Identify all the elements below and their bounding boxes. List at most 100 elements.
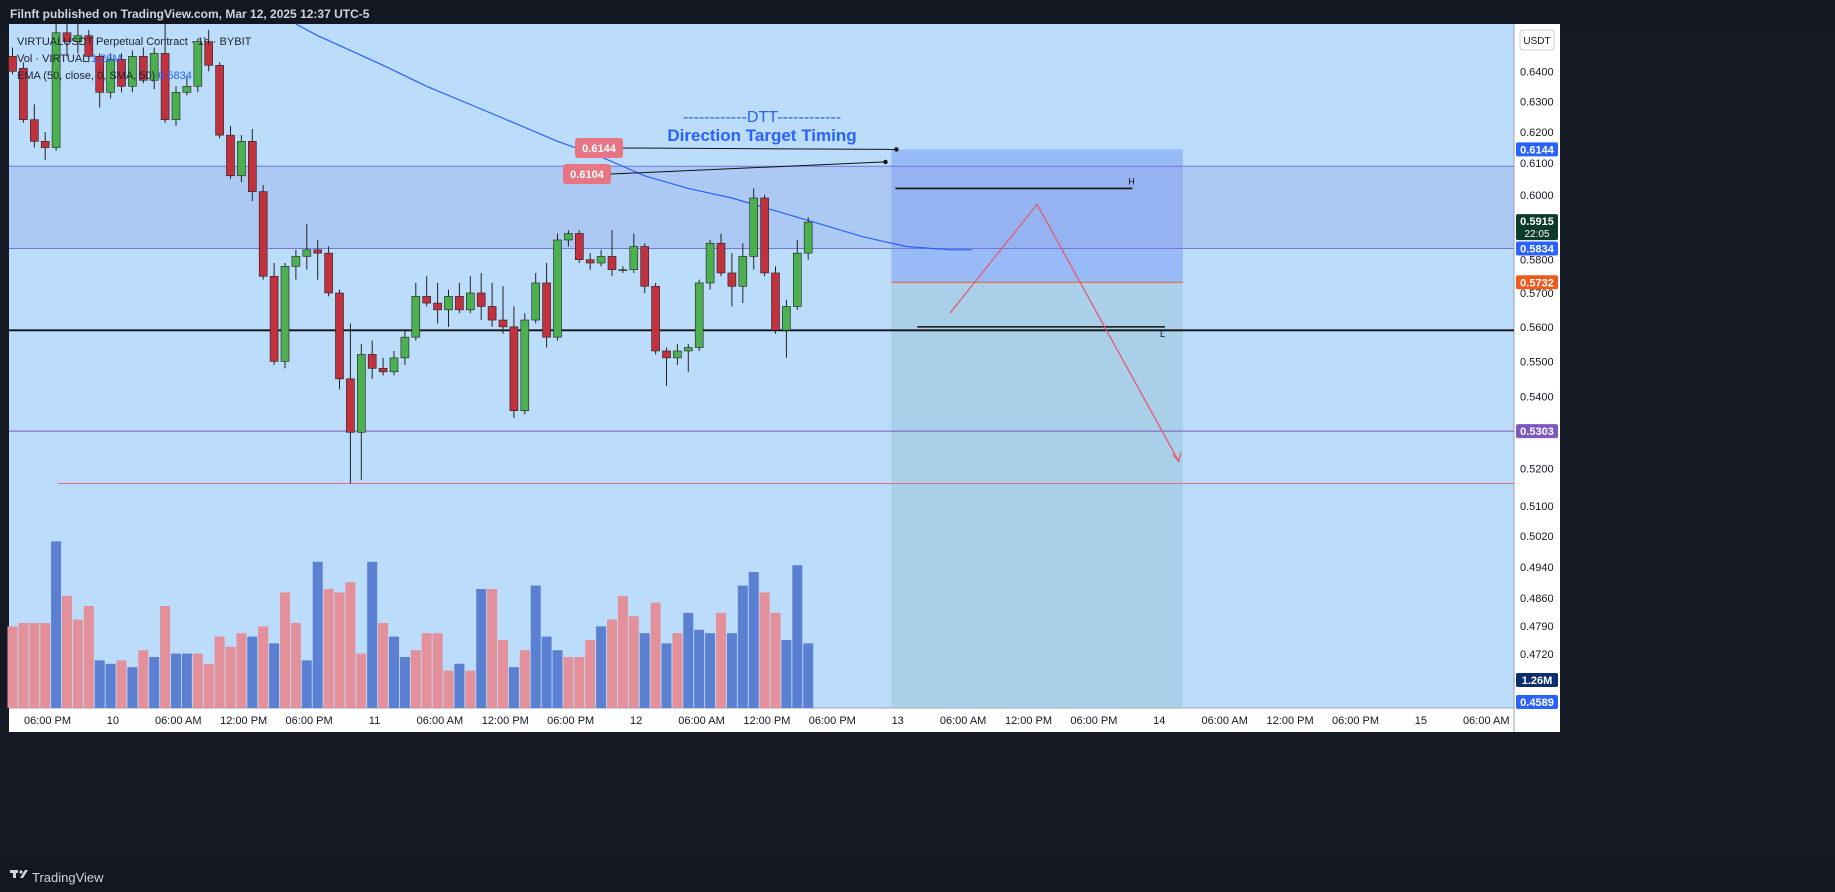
time-tick-label: 13 [892,715,904,727]
volume-bar [585,640,596,708]
price-tick-label: 0.6200 [1520,127,1554,139]
tradingview-logo-icon [10,870,28,878]
volume-bar [105,663,116,708]
candle-body [792,252,802,307]
volume-bar [323,589,334,708]
volume-bar [726,633,737,708]
price-tick-label: 0.6100 [1520,158,1554,170]
time-tick-label: 12:00 PM [482,715,529,727]
price-label: 0.5915 [1520,216,1554,228]
time-tick-label: 06:00 PM [547,715,594,727]
candle-body [705,242,715,284]
price-tick-label: 0.5600 [1520,322,1554,334]
dtt-dash-title: ------------DTT------------ [683,109,841,126]
volume-bar [748,572,759,708]
time-tick-label: 06:00 AM [678,715,724,727]
volume-bar [51,541,62,708]
volume-bar [421,633,432,708]
time-tick-label: 06:00 AM [1463,715,1509,727]
candle-body [128,56,137,87]
price-tick-label: 0.5500 [1520,356,1554,368]
price-label: 0.5303 [1520,426,1554,438]
candle-body [640,246,650,287]
time-tick-label: 06:00 AM [155,715,201,727]
volume-bar [356,653,367,708]
legend-ema-value: 0.5834 [158,70,192,82]
candle-body [139,56,148,81]
footer-bar: TradingView [0,863,1835,892]
dtt-title: Direction Target Timing [667,126,856,145]
volume-bar [541,636,552,708]
candle-body [324,252,333,294]
candle-body [738,256,748,287]
volume-bar [639,633,650,708]
price-tick-label: 0.5020 [1520,531,1554,543]
volume-bar [498,640,508,708]
volume-bar [334,592,345,708]
time-tick-label: 11 [369,715,380,727]
volume-bar [443,670,454,708]
price-label-box [1516,214,1558,241]
volume-bar [705,633,716,708]
price-label: 0.5834 [1520,244,1555,256]
price-tick-label: 0.6400 [1520,66,1554,78]
price-tick-label: 0.6300 [1520,96,1554,108]
candle-body [280,266,290,362]
candle-body [291,256,301,267]
volume-bar [72,619,83,708]
time-tick-label: 06:00 PM [1070,715,1117,727]
price-tick-label: 0.6000 [1520,190,1554,202]
time-tick-label: 06:00 AM [417,715,463,727]
volume-bar [345,582,356,708]
volume-bar [116,660,127,708]
volume-bar [628,616,639,708]
candle-body [509,326,519,412]
volume-bar [596,626,607,708]
candle-body [215,64,224,136]
price-tick-label: 0.4860 [1520,593,1554,605]
volume-bar [367,561,378,708]
candle-body [487,306,497,321]
volume-bar [7,626,18,708]
volume-bar [83,606,94,708]
volume-bar [607,619,617,708]
callout-leader [622,147,897,150]
candle-body [204,41,213,66]
time-tick-label: 10 [107,715,119,727]
volume-bar [530,585,541,708]
candle-body [378,368,388,373]
time-tick-label: 12:00 PM [743,715,790,727]
time-tick-label: 06:00 AM [940,715,986,727]
candle-body [95,56,104,93]
callout-dot [894,147,899,152]
price-tick-label: 0.5800 [1520,255,1554,267]
target-zone-lower [891,282,1183,708]
candle-body [248,141,257,192]
candle-body [40,141,50,148]
candle-body [498,319,508,328]
price-tick-label: 0.5400 [1520,391,1554,403]
volume-bar [301,660,312,708]
volume-bar [269,643,280,708]
volume-bar [454,663,465,708]
candle-body [193,41,203,87]
volume-bar [432,633,443,708]
footer-brand: TradingView [32,870,104,885]
projection-arrowhead [1172,452,1182,463]
volume-bar [40,623,51,708]
volume-bar [410,650,421,708]
volume-bar [552,650,563,708]
callout-dot [883,159,888,165]
volume-bar [138,650,149,708]
volume-bar [661,643,672,708]
volume-bar [247,636,258,708]
candle-body [335,292,344,380]
callout-box [563,164,611,184]
legend-volume-label: Vol · VIRTUAL [17,53,88,65]
candle-body [651,285,660,352]
candle-body [803,221,813,254]
candle-body [465,292,475,311]
candle-body [269,275,279,362]
candle-body [749,197,759,257]
